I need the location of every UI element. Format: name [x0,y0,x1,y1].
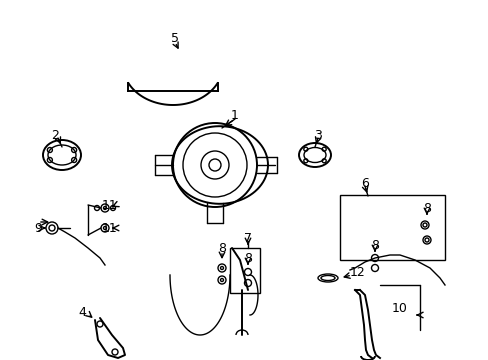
Text: 3: 3 [313,129,321,141]
Text: 5: 5 [171,32,179,45]
Text: 8: 8 [244,252,251,265]
Text: 9: 9 [34,221,42,234]
Text: 7: 7 [244,231,251,244]
Text: 8: 8 [370,239,378,252]
Text: 8: 8 [218,242,225,255]
Text: 10: 10 [391,302,407,315]
Text: 6: 6 [360,176,368,189]
Text: 1: 1 [231,108,239,122]
Text: 12: 12 [349,266,365,279]
Text: 11: 11 [102,198,118,212]
Text: 11: 11 [102,221,118,234]
Bar [339,195,444,260]
Text: 4: 4 [78,306,86,320]
Text: 2: 2 [51,129,59,141]
Bar [229,248,260,293]
Text: 8: 8 [422,202,430,215]
